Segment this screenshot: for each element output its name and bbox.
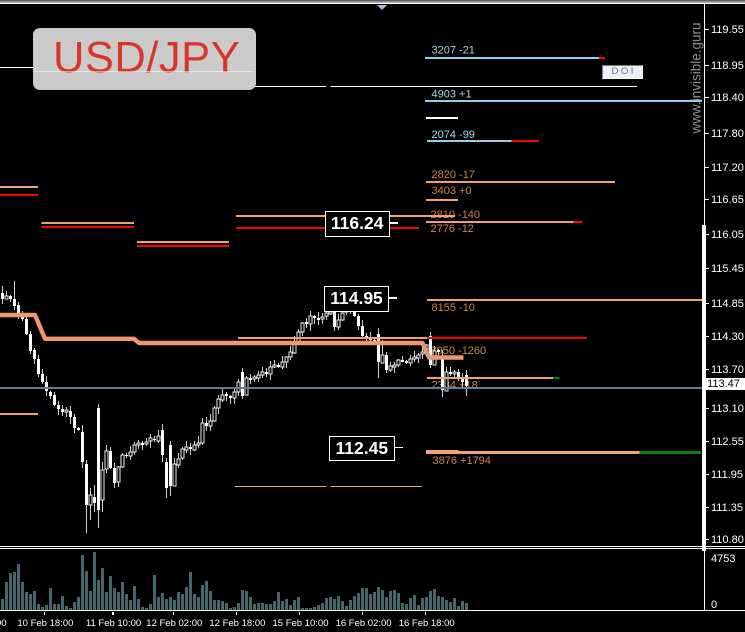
svg-text:8155 -10: 8155 -10: [432, 302, 475, 314]
svg-text:3403 +0: 3403 +0: [432, 185, 472, 197]
svg-text:3876 +1794: 3876 +1794: [433, 455, 491, 467]
svg-text:2074 -99: 2074 -99: [432, 129, 475, 141]
svg-text:4903 +1: 4903 +1: [432, 89, 472, 101]
svg-text:www.invisible.guru: www.invisible.guru: [689, 22, 704, 134]
svg-text:2334 +18: 2334 +18: [432, 380, 478, 392]
svg-text:2810 -140: 2810 -140: [431, 209, 481, 221]
svg-text:8950 -1260: 8950 -1260: [431, 345, 487, 357]
svg-text:2820 -17: 2820 -17: [432, 169, 475, 181]
svg-text:3207 -21: 3207 -21: [432, 45, 475, 57]
svg-text:2776 -12: 2776 -12: [431, 223, 474, 235]
